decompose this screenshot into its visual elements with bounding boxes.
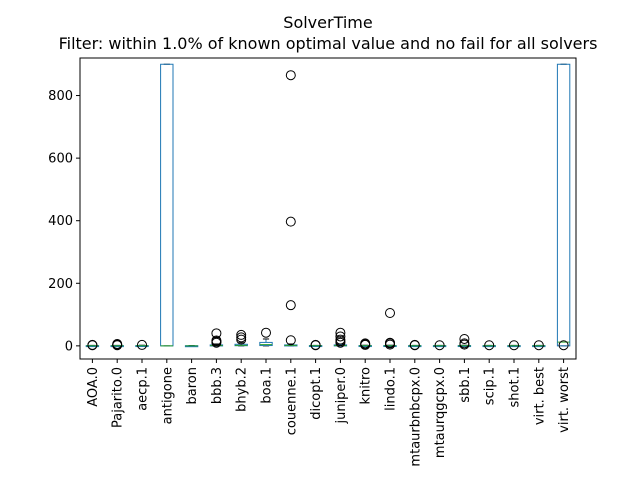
axes: 0 200 400 600 800 AOA.0 Pajarito.0 aecp.1 antigo… bbox=[48, 57, 577, 467]
x-tick-label: boa.1 bbox=[260, 367, 275, 404]
x-tick-label: aecp.1 bbox=[136, 367, 151, 411]
x-tick-label: shot.1 bbox=[508, 367, 523, 407]
box-iqr bbox=[259, 341, 273, 347]
x-tick-label: knitro bbox=[359, 367, 374, 405]
flier-point bbox=[285, 70, 296, 81]
box-aoa-0 bbox=[85, 339, 100, 351]
x-tick-label: lindo.1 bbox=[384, 367, 399, 411]
flier-point bbox=[236, 332, 247, 343]
y-tick-label: 0 bbox=[65, 339, 73, 354]
y-tick-label: 800 bbox=[48, 89, 73, 104]
box-iqr bbox=[556, 63, 571, 347]
x-tick-label: bbb.3 bbox=[210, 367, 225, 404]
box-mtaurbnbcpx-0 bbox=[408, 339, 422, 351]
flier-point bbox=[236, 329, 247, 340]
box-iqr bbox=[160, 63, 174, 347]
flier-point bbox=[509, 340, 519, 351]
flier-point bbox=[112, 338, 123, 349]
chart-subtitle: Filter: within 1.0% of known optimal val… bbox=[59, 34, 598, 53]
flier-point bbox=[459, 338, 470, 349]
flier-point bbox=[261, 327, 271, 338]
chart-title: SolverTime bbox=[283, 13, 372, 32]
box-couenne-1 bbox=[284, 70, 298, 347]
x-tick-label: mtaurbnbcpx.0 bbox=[408, 367, 423, 467]
flier-point bbox=[335, 327, 346, 338]
flier-point bbox=[87, 339, 98, 350]
box-boa-1 bbox=[259, 327, 273, 347]
x-tick-label: mtaurqgcpx.0 bbox=[433, 367, 448, 458]
flier-point bbox=[335, 334, 346, 345]
box-bhyb-2 bbox=[234, 329, 248, 347]
flier-point bbox=[285, 335, 296, 346]
flier-point bbox=[137, 339, 147, 350]
flier-point bbox=[533, 340, 544, 351]
x-tick-label: bhyb.2 bbox=[235, 367, 250, 412]
x-tick-label: juniper.0 bbox=[334, 367, 349, 425]
flier-point bbox=[285, 300, 296, 311]
x-tick-label: antigone bbox=[160, 367, 175, 424]
flier-point bbox=[459, 333, 470, 344]
x-tick-label: Pajarito.0 bbox=[111, 367, 126, 428]
box-knitro bbox=[358, 338, 372, 350]
flier-point bbox=[434, 340, 445, 351]
x-tick-label: virt. best bbox=[532, 367, 547, 425]
box-virt-best bbox=[532, 340, 546, 351]
box-pajarito-0 bbox=[110, 338, 124, 351]
x-tick-label: sbb.1 bbox=[458, 367, 473, 403]
flier-point bbox=[385, 308, 395, 319]
y-tick-label: 600 bbox=[48, 152, 73, 167]
x-tick-label: baron bbox=[185, 367, 200, 404]
box-juniper-0 bbox=[333, 327, 348, 348]
flier-point bbox=[310, 339, 321, 350]
y-tick-label: 200 bbox=[48, 277, 73, 292]
box-virt-worst bbox=[556, 63, 571, 351]
flier-point bbox=[236, 334, 247, 345]
box-scip-1 bbox=[482, 340, 496, 351]
x-tick-label: AOA.0 bbox=[86, 367, 101, 407]
flier-point bbox=[360, 338, 371, 349]
box-baron bbox=[184, 345, 199, 348]
box-lindo-1 bbox=[383, 308, 397, 350]
flier-point bbox=[335, 331, 346, 342]
x-tick-label: dicopt.1 bbox=[309, 367, 324, 420]
box-dicopt-1 bbox=[308, 339, 323, 351]
x-tick-label: virt. worst bbox=[557, 367, 572, 433]
flier-point bbox=[409, 339, 420, 350]
plot-area bbox=[85, 63, 571, 351]
plot-frame bbox=[79, 57, 577, 360]
box-antigone bbox=[160, 63, 174, 347]
box-aecp-1 bbox=[135, 339, 149, 350]
x-tick-label: couenne.1 bbox=[284, 367, 299, 435]
box-mtaurqgcpx-0 bbox=[432, 340, 447, 351]
flier-point bbox=[484, 340, 495, 351]
box-bbb-3 bbox=[209, 328, 224, 348]
flier-point bbox=[211, 328, 222, 339]
flier-point bbox=[285, 216, 296, 227]
y-tick-label: 400 bbox=[48, 214, 73, 229]
x-tick-label: scip.1 bbox=[483, 367, 498, 405]
flier-point bbox=[558, 340, 569, 351]
flier-point bbox=[385, 337, 395, 348]
flier-point bbox=[211, 335, 222, 346]
box-sbb-1 bbox=[457, 333, 472, 350]
box-shot-1 bbox=[507, 340, 521, 351]
